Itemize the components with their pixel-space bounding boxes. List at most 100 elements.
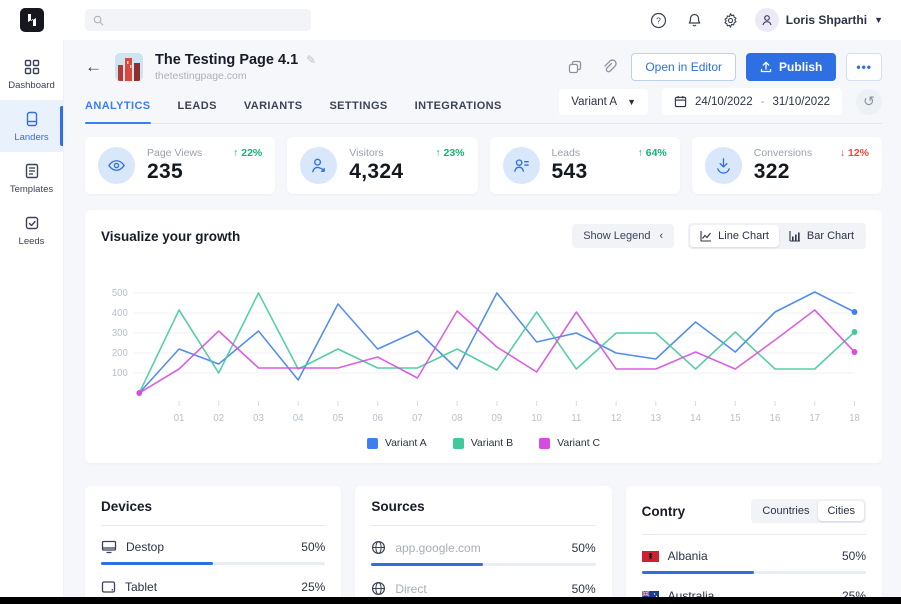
country-panel: Contry Countries Cities Albania: [625, 486, 882, 604]
main-content: ← The Testing Page 4.1 ✎ thetestingpage.…: [64, 40, 901, 604]
page-title: The Testing Page 4.1: [155, 52, 299, 68]
svg-text:200: 200: [112, 348, 128, 359]
tab-analytics[interactable]: ANALYTICS: [85, 86, 151, 124]
sidebar-item-leeds[interactable]: Leeds: [0, 204, 63, 256]
page-domain: thetestingpage.com: [155, 70, 247, 82]
svg-text:07: 07: [412, 413, 423, 424]
line-chart-plot[interactable]: 100 200 300 400 500 01 02 03 04 05 06 07 08 09 10 11 12 1…: [101, 263, 866, 431]
sidebar-item-label: Dashboard: [8, 80, 55, 91]
chart-title: Visualize your growth: [101, 228, 241, 244]
more-options-button[interactable]: •••: [846, 53, 882, 81]
tab-variants[interactable]: VARIANTS: [243, 100, 303, 112]
app-logo-icon[interactable]: [20, 8, 44, 32]
growth-chart-card: Visualize your growth Show Legend ‹ Li: [85, 210, 882, 463]
source-row-direct: Direct 50%: [371, 581, 596, 604]
templates-icon: [23, 162, 41, 180]
download-arrow-icon: [704, 147, 742, 184]
notifications-bell-icon[interactable]: [683, 8, 707, 32]
legend-swatch: [539, 437, 551, 449]
user-name: Loris Shparthi: [785, 13, 868, 27]
tab-integrations[interactable]: INTEGRATIONS: [414, 100, 502, 112]
variant-select[interactable]: Variant A ▼: [559, 88, 649, 115]
stat-value: 543: [551, 160, 588, 183]
show-legend-toggle[interactable]: Show Legend ‹: [572, 224, 675, 248]
svg-text:10: 10: [531, 413, 542, 424]
device-row-desktop: Destop 50%: [101, 540, 326, 565]
page-thumbnail[interactable]: [115, 53, 143, 81]
chevron-down-icon: ▼: [627, 96, 637, 107]
countries-cities-toggle: Countries Cities: [751, 499, 866, 523]
panel-title: Sources: [371, 499, 425, 514]
visitor-person-icon: [300, 147, 338, 184]
search-input-container: [85, 9, 311, 31]
back-arrow-icon[interactable]: ←: [85, 57, 102, 76]
svg-text:06: 06: [372, 413, 383, 424]
help-icon[interactable]: ?: [647, 8, 671, 32]
stats-row: Page Views ↑ 22% 235 Visitors ↑ 23% 4,32…: [85, 137, 882, 194]
svg-text:05: 05: [333, 413, 344, 424]
svg-text:11: 11: [571, 413, 581, 424]
svg-text:?: ?: [656, 15, 661, 25]
svg-text:400: 400: [112, 308, 128, 319]
svg-text:02: 02: [213, 413, 224, 424]
progress-bar: [101, 562, 326, 565]
svg-text:500: 500: [112, 288, 128, 299]
legend-item-variant-a: Variant A: [366, 437, 427, 449]
globe-icon: [371, 581, 386, 596]
tab-leads[interactable]: LEADS: [177, 100, 217, 112]
delta-badge: ↓ 12%: [839, 147, 869, 159]
page-header: ← The Testing Page 4.1 ✎ thetestingpage.…: [85, 52, 882, 82]
logo-container: [0, 8, 64, 32]
bar-chart-button[interactable]: Bar Chart: [779, 225, 864, 247]
sidebar-item-label: Templates: [9, 184, 54, 195]
svg-text:100: 100: [112, 368, 128, 379]
date-range-picker[interactable]: 24/10/2022 - 31/10/2022: [662, 88, 842, 115]
globe-icon: [371, 540, 386, 555]
stat-card-leads: Leads ↑ 64% 543: [489, 137, 680, 194]
delta-badge: ↑ 22%: [233, 147, 263, 159]
cities-toggle-option[interactable]: Cities: [818, 501, 864, 521]
tablet-icon: [101, 580, 116, 594]
sidebar-item-landers[interactable]: Landers: [0, 100, 63, 152]
publish-upload-icon: [760, 61, 772, 73]
countries-toggle-option[interactable]: Countries: [762, 505, 810, 517]
sidebar-item-templates[interactable]: Templates: [0, 152, 63, 204]
delta-badge: ↑ 64%: [637, 147, 667, 159]
duplicate-icon[interactable]: [563, 55, 587, 79]
stat-value: 4,324: [349, 160, 404, 183]
svg-text:08: 08: [452, 413, 463, 424]
user-menu[interactable]: Loris Shparthi ▼: [754, 8, 883, 32]
publish-button[interactable]: Publish: [746, 53, 837, 81]
chevron-down-icon: ▼: [874, 15, 883, 25]
svg-text:17: 17: [809, 413, 820, 424]
line-chart-icon: [700, 230, 712, 242]
svg-text:14: 14: [690, 413, 701, 424]
tab-bar: ANALYTICS LEADS VARIANTS SETTINGS INTEGR…: [85, 86, 882, 124]
panel-title: Contry: [641, 503, 686, 519]
source-row-google: app.google.com 50%: [371, 540, 596, 566]
delta-badge: ↑ 23%: [435, 147, 465, 159]
link-paperclip-icon[interactable]: [597, 55, 621, 79]
sidebar-item-label: Leeds: [18, 236, 45, 247]
search-icon: [93, 15, 104, 26]
refresh-reset-icon[interactable]: ↺: [856, 88, 882, 115]
stat-value: 235: [147, 160, 183, 183]
open-in-editor-button[interactable]: Open in Editor: [631, 53, 737, 81]
bottom-black-bar: [0, 597, 901, 604]
tab-settings[interactable]: SETTINGS: [329, 100, 388, 112]
edit-pencil-icon[interactable]: ✎: [306, 53, 317, 67]
progress-bar: [371, 563, 596, 566]
sources-panel: Sources app.google.com 50%: [355, 486, 612, 604]
sidebar-item-dashboard[interactable]: Dashboard: [0, 48, 63, 100]
search-input[interactable]: [110, 14, 303, 26]
country-row-albania: Albania 50%: [641, 549, 866, 574]
line-chart-button[interactable]: Line Chart: [690, 225, 779, 247]
legend-item-variant-c: Variant C: [539, 437, 600, 449]
progress-bar: [641, 571, 866, 574]
svg-text:16: 16: [770, 413, 781, 424]
date-start: 24/10/2022: [695, 95, 753, 108]
chevron-left-icon: ‹: [659, 230, 664, 242]
svg-text:300: 300: [112, 328, 128, 339]
settings-gear-icon[interactable]: [719, 8, 743, 32]
